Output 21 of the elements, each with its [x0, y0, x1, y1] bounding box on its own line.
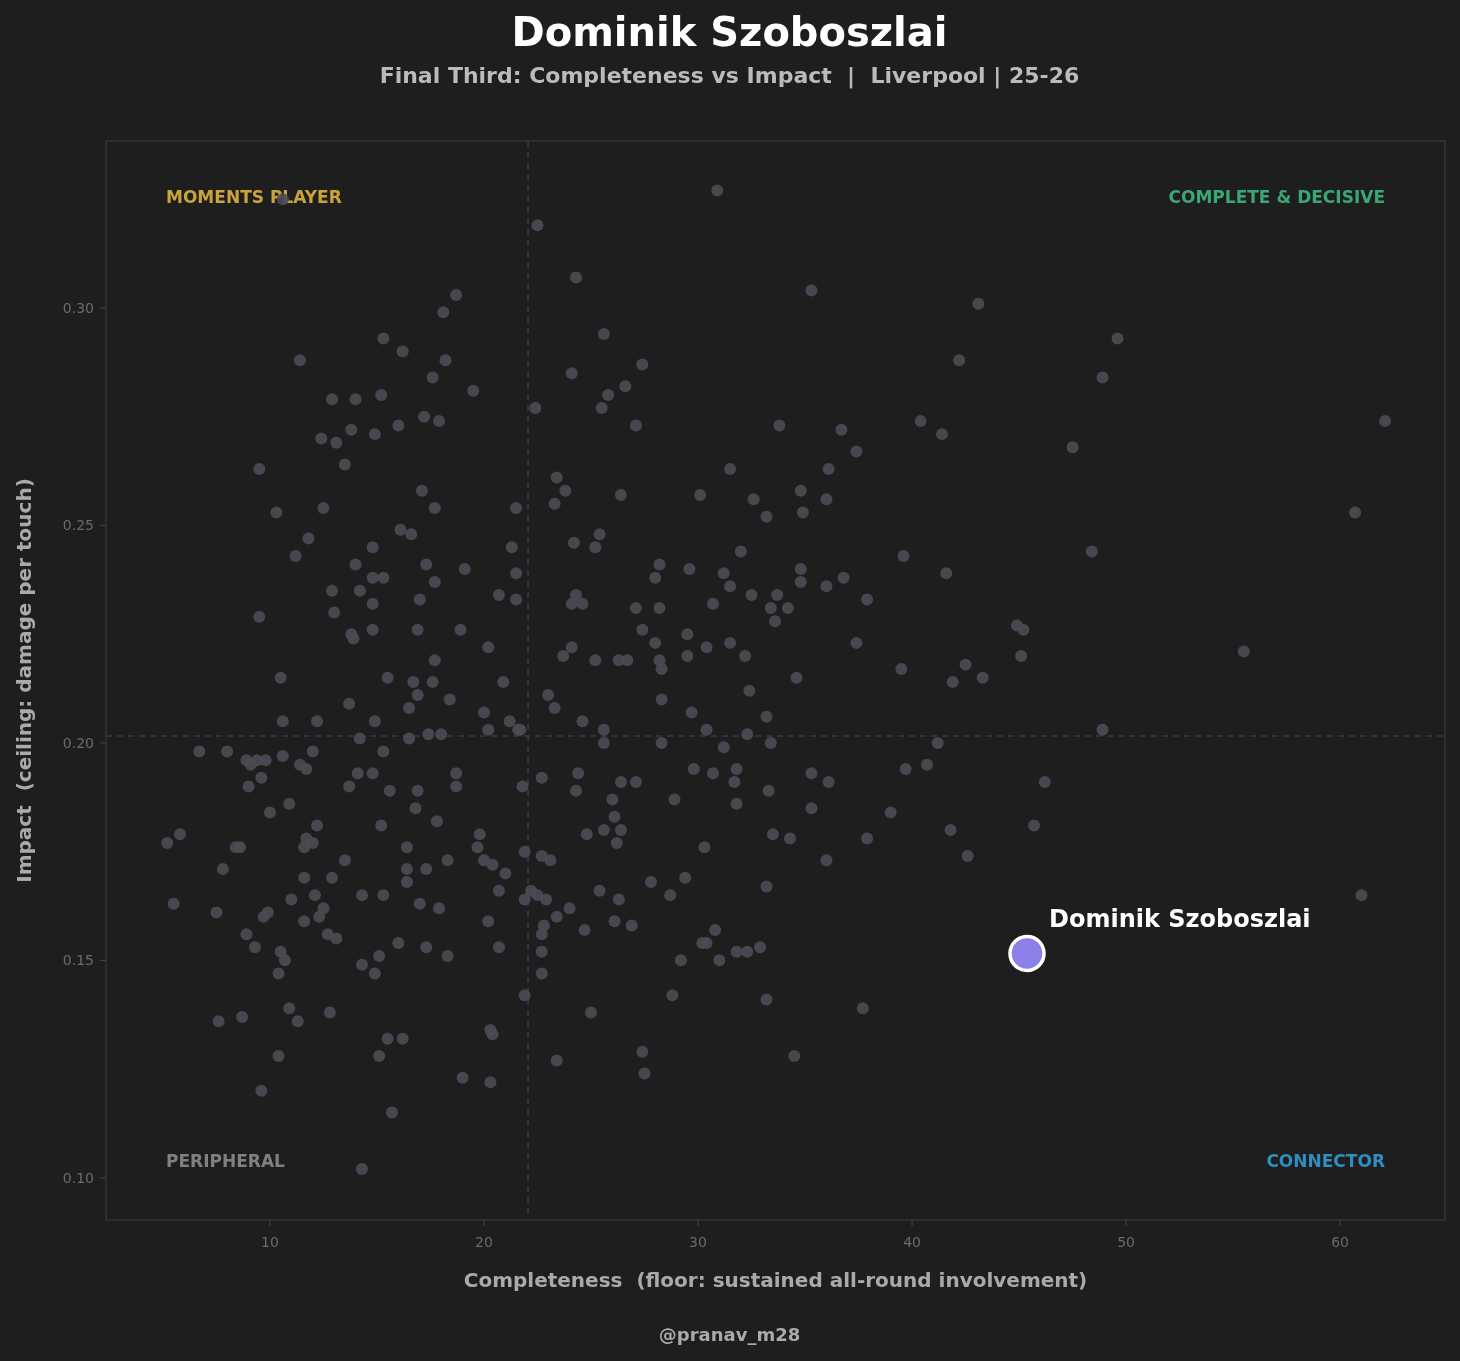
x-tick-label: 10 [261, 1234, 279, 1250]
x-tick-label: 30 [689, 1234, 707, 1250]
x-tick-label: 40 [903, 1234, 921, 1250]
y-tick-label: 0.30 [62, 300, 94, 316]
annotation: MOMENTS PLAYER [166, 187, 342, 207]
x-tick-label: 20 [475, 1234, 493, 1250]
y-tick-label: 0.20 [62, 734, 94, 751]
chart-subtitle: Final Third: Completeness vs Impact | Liverpool | 25-26 [379, 63, 1080, 89]
y-tick-label: 0.15 [62, 952, 94, 969]
text: @pranav_m28 [658, 1324, 801, 1345]
x-tick-label: 60 [1331, 1234, 1350, 1250]
y-tick-label: 0.10 [62, 1169, 94, 1186]
series-label: Dominik Szoboszlai [1048, 905, 1311, 934]
x-axis-title: Completeness (floor: sustained all-round involvement) [463, 1268, 1088, 1292]
annotation: CONNECTOR [1266, 1151, 1385, 1171]
chart-title: Dominik Szoboszlai [511, 9, 948, 55]
y-axis-title: Impact (ceiling: damage per touch) [12, 478, 36, 883]
x-tick-label: 50 [1117, 1234, 1135, 1250]
annotation: COMPLETE & DECISIVE [1168, 187, 1385, 207]
y-tick-label: 0.25 [62, 517, 94, 534]
annotation: PERIPHERAL [166, 1151, 286, 1171]
